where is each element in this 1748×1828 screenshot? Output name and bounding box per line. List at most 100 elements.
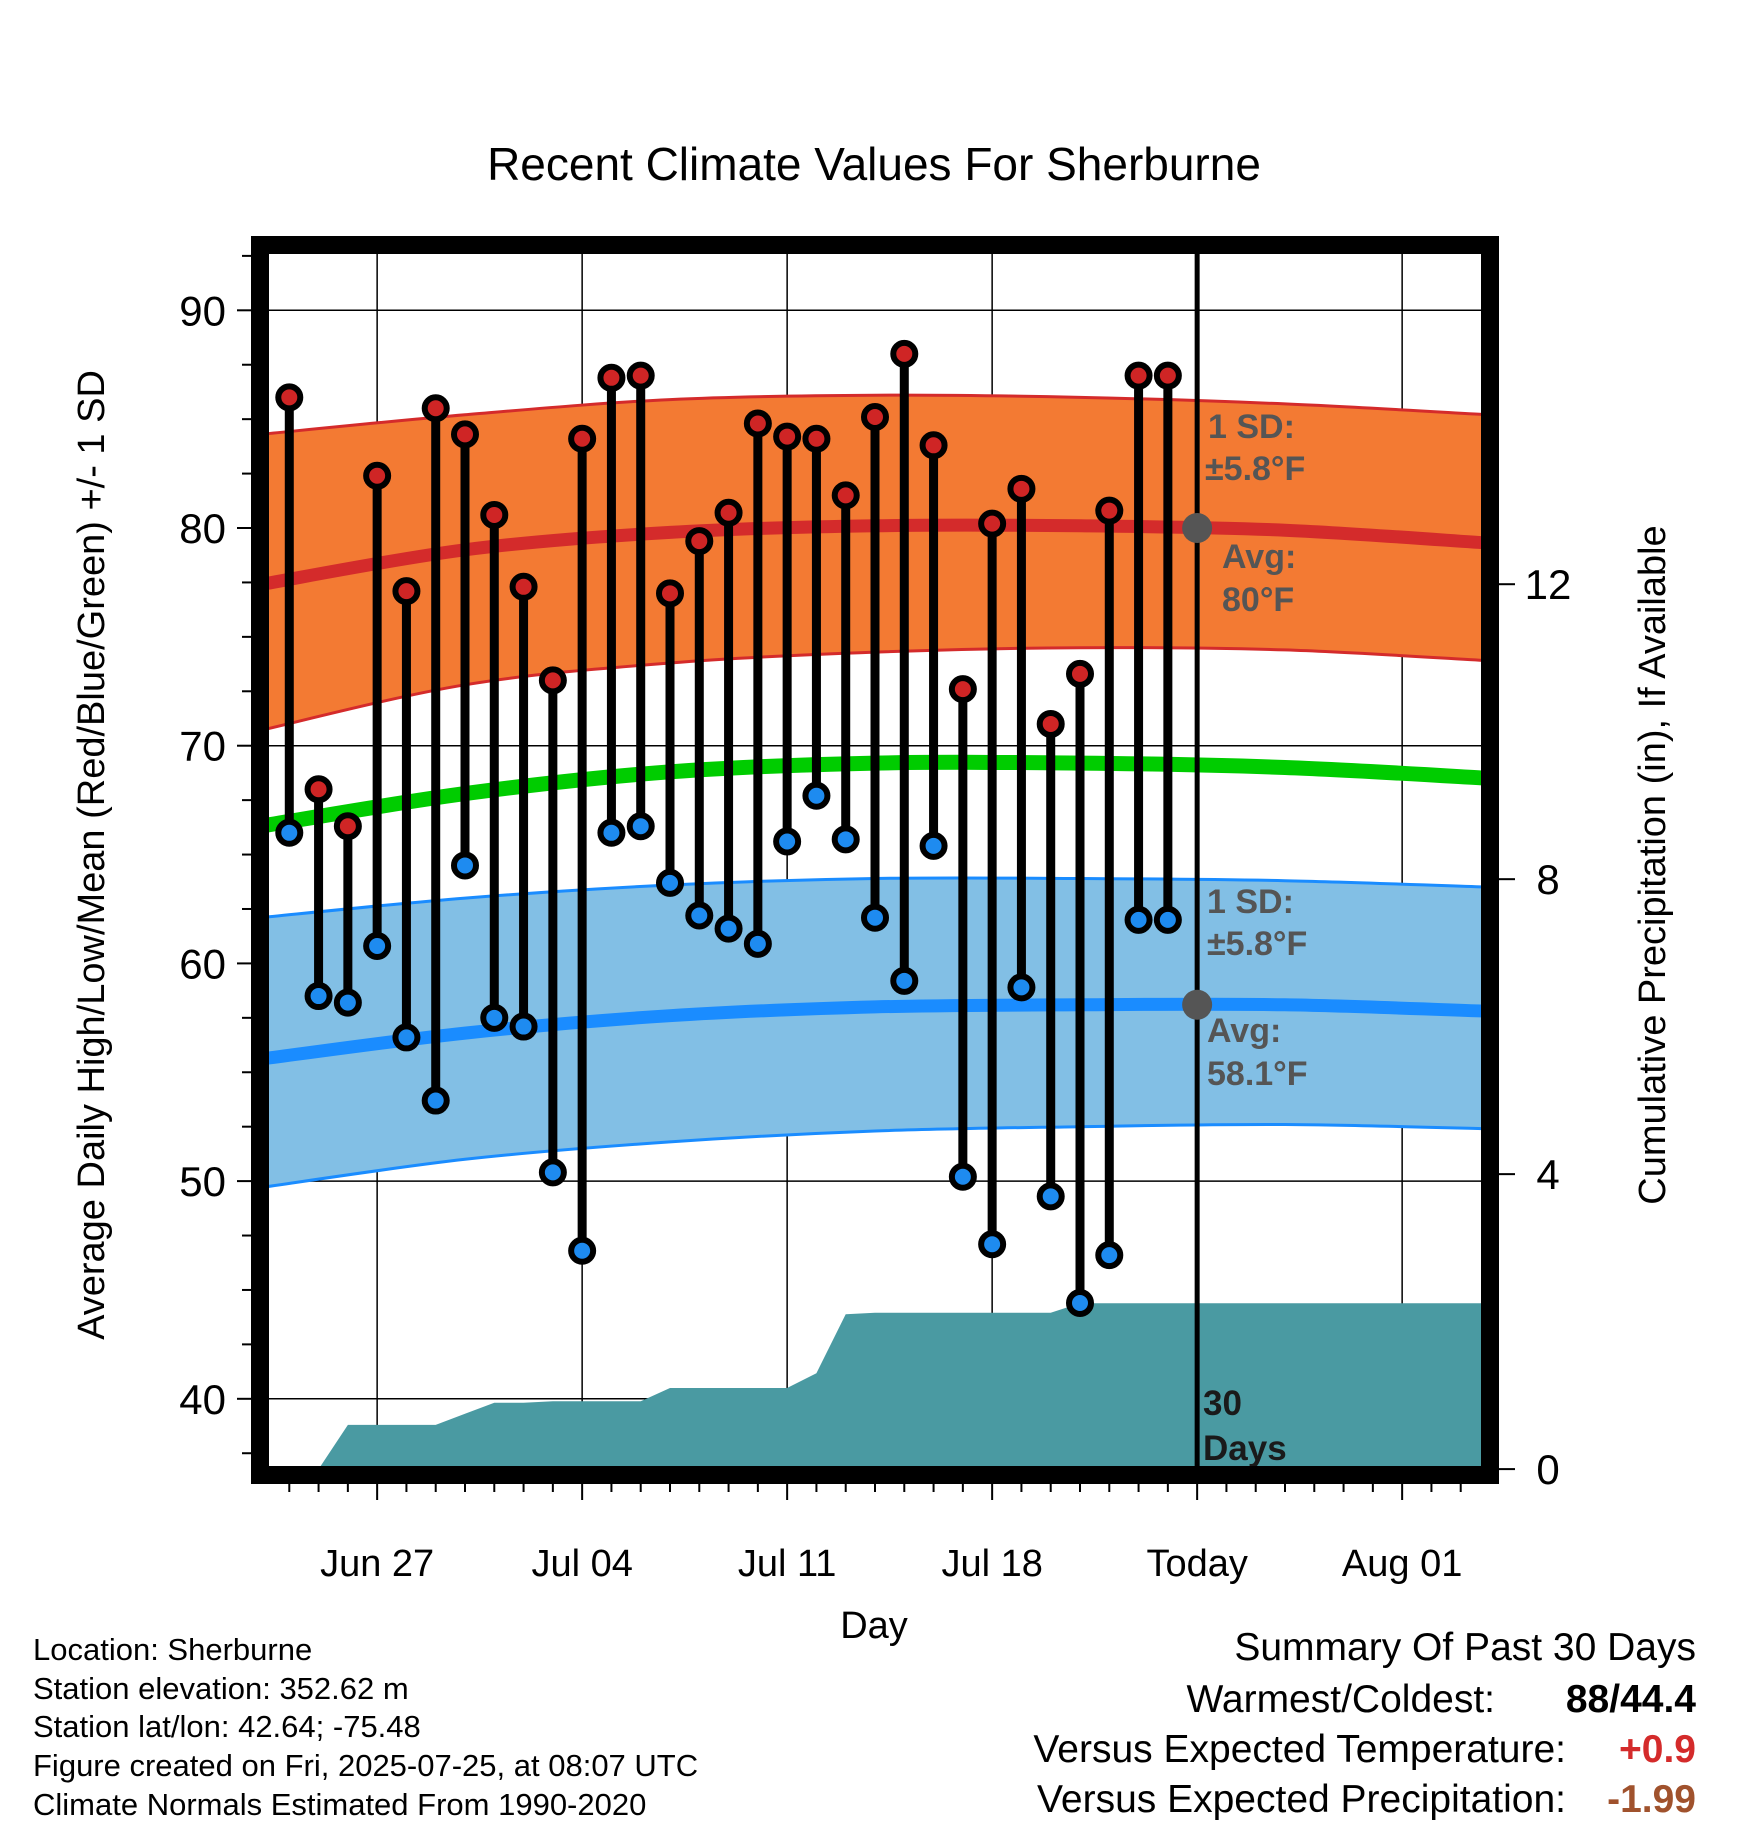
daily-high-point: [714, 498, 743, 527]
summary-heading: Summary Of Past 30 Days: [1234, 1626, 1696, 1669]
daily-low-point: [568, 1236, 597, 1265]
daily-low-point: [275, 818, 304, 847]
daily-high-point: [626, 361, 655, 390]
daily-low-point: [392, 1023, 421, 1052]
station-info: Location: Sherburne Station elevation: 3…: [33, 1632, 698, 1822]
x-axis-label: Day: [840, 1605, 908, 1647]
low-avg-label: Avg:: [1207, 1012, 1281, 1050]
daily-low-point: [773, 827, 802, 856]
daily-high-point: [451, 420, 479, 449]
daily-low-point: [304, 982, 333, 1011]
x-tick-label: Jul 04: [531, 1543, 632, 1585]
low-sd-band: [260, 877, 1490, 1188]
daily-high-point: [861, 402, 889, 431]
x-tick-label: Aug 01: [1342, 1543, 1462, 1585]
y2-tick-label: 4: [1536, 1151, 1559, 1198]
y2-axis-label: Cumulative Precipitation (in), If Availa…: [1632, 525, 1674, 1204]
y-tick-label: 50: [179, 1158, 226, 1205]
daily-high-point: [685, 527, 714, 556]
normal-low-line: [260, 997, 1490, 1066]
daily-low-point: [333, 988, 362, 1017]
daily-low-point: [451, 851, 479, 880]
daily-low-point: [919, 831, 948, 860]
summary-temp-value: +0.9: [1619, 1728, 1696, 1771]
daily-high-point: [333, 812, 362, 841]
y-tick-label: 60: [179, 940, 226, 987]
summary-panel: Summary Of Past 30 Days Warmest/Coldest:…: [1033, 1626, 1696, 1821]
y-axis-label: Average Daily High/Low/Mean (Red/Blue/Gr…: [71, 370, 113, 1340]
summary-warm-cold-value: 88/44.4: [1566, 1678, 1696, 1721]
summary-precip-value: -1.99: [1607, 1778, 1696, 1821]
daily-high-point: [275, 383, 304, 412]
daily-high-point: [890, 339, 919, 368]
daily-high-point: [919, 431, 948, 460]
daily-high-point: [597, 363, 626, 392]
today-high-marker: [1182, 513, 1213, 544]
daily-high-point: [948, 675, 977, 704]
daily-high-point: [509, 572, 538, 601]
low-band-lower-edge: [260, 1122, 1490, 1190]
high-sd-label: 1 SD:: [1208, 408, 1295, 446]
precip-area: [289, 1303, 1490, 1475]
daily-high-point: [363, 461, 392, 490]
x-tick-label: Jul 18: [941, 1543, 1042, 1585]
daily-low-point: [656, 868, 684, 897]
daily-low-point: [948, 1162, 977, 1191]
daily-high-point: [304, 775, 333, 804]
x-tick-label: Jul 11: [738, 1543, 837, 1585]
info-location: Location: Sherburne: [33, 1632, 312, 1667]
low-avg-value: 58.1°F: [1207, 1055, 1308, 1093]
summary-warmest: 88: [1566, 1678, 1609, 1721]
daily-high-point: [802, 424, 831, 453]
daily-low-point: [743, 929, 772, 958]
daily-low-point: [538, 1158, 567, 1187]
today-low-marker: [1182, 989, 1213, 1020]
daily-low-point: [1066, 1289, 1094, 1318]
y2-tick-label: 0: [1536, 1446, 1559, 1493]
daily-high-point: [538, 666, 567, 695]
daily-high-point: [831, 481, 860, 510]
summary-warm-cold-label: Warmest/Coldest:: [1187, 1678, 1495, 1721]
daily-high-point: [1124, 361, 1153, 390]
daily-high-point: [1095, 496, 1124, 525]
daily-high-point: [480, 500, 509, 529]
daily-high-point: [1036, 709, 1065, 738]
daily-low-point: [509, 1012, 538, 1041]
high-band-upper-edge: [260, 393, 1490, 436]
daily-low-point: [978, 1230, 1007, 1259]
daily-low-point: [480, 1003, 509, 1032]
y-tick-label: 40: [179, 1376, 226, 1423]
daily-low-point: [802, 781, 831, 810]
summary-precip-label: Versus Expected Precipitation:: [1037, 1778, 1566, 1821]
summary-coldest: 44.4: [1620, 1678, 1696, 1721]
daily-low-point: [890, 966, 919, 995]
days-label-number: 30: [1203, 1384, 1242, 1423]
summary-slash: /: [1609, 1678, 1620, 1721]
summary-temp-label: Versus Expected Temperature:: [1033, 1728, 1566, 1771]
chart-title: Recent Climate Values For Sherburne: [487, 138, 1261, 190]
daily-high-point: [656, 579, 684, 608]
high-avg-label: Avg:: [1222, 538, 1296, 576]
daily-high-point: [978, 509, 1007, 538]
plot-frame: [251, 236, 1499, 1484]
low-sd-value: ±5.8°F: [1207, 925, 1307, 963]
daily-high-point: [743, 409, 772, 438]
low-sd-label: 1 SD:: [1207, 883, 1294, 921]
high-sd-value: ±5.8°F: [1205, 450, 1305, 488]
x-tick-label: Jun 27: [320, 1543, 434, 1585]
daily-low-point: [1036, 1182, 1065, 1211]
info-elevation: Station elevation: 352.62 m: [33, 1671, 409, 1706]
y2-tick-label: 8: [1536, 856, 1559, 903]
daily-high-point: [1153, 361, 1182, 390]
daily-low-point: [1007, 973, 1036, 1002]
daily-low-point: [685, 901, 714, 930]
days-label-word: Days: [1203, 1429, 1287, 1468]
daily-low-point: [861, 903, 889, 932]
daily-low-point: [1124, 905, 1153, 934]
daily-low-point: [714, 914, 743, 943]
info-latlon: Station lat/lon: 42.64; -75.48: [33, 1709, 421, 1744]
daily-low-point: [1153, 905, 1182, 934]
daily-high-point: [773, 422, 802, 451]
info-normals: Climate Normals Estimated From 1990-2020: [33, 1787, 646, 1822]
